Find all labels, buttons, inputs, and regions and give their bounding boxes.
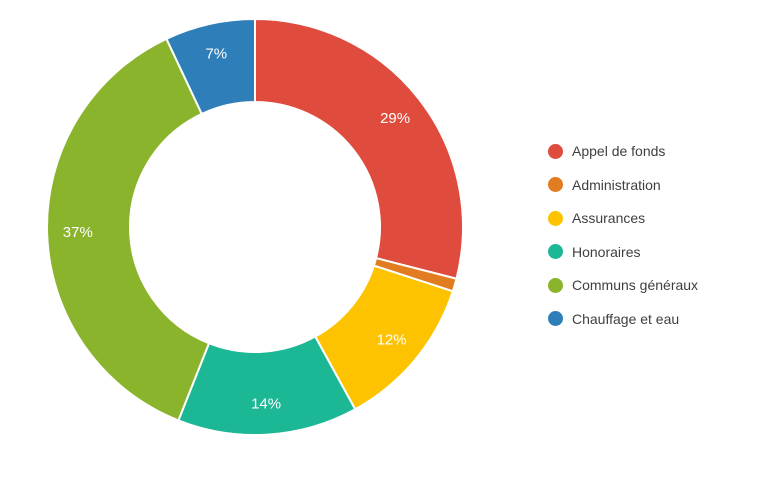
- legend-swatch-icon: [548, 143, 563, 159]
- legend-swatch-icon: [548, 244, 563, 260]
- donut-slice-communs-generaux[interactable]: [46, 37, 210, 422]
- donut-slice-appel-de-fonds[interactable]: [254, 18, 464, 280]
- legend-label: Assurances: [572, 210, 646, 227]
- legend-label: Honoraires: [572, 243, 641, 260]
- legend-label: Chauffage et eau: [572, 310, 680, 327]
- legend-item-honoraires[interactable]: Honoraires: [548, 242, 698, 262]
- legend-swatch-icon: [548, 177, 563, 193]
- legend-swatch-icon: [548, 277, 563, 293]
- legend-item-assurances[interactable]: Assurances: [548, 208, 698, 228]
- legend-item-chauffage-et-eau[interactable]: Chauffage et eau: [548, 309, 698, 329]
- legend-label: Communs généraux: [572, 277, 699, 294]
- donut-slice-chauffage-et-eau[interactable]: [165, 18, 256, 115]
- legend-swatch-icon: [548, 311, 563, 327]
- chart-legend: Appel de fonds Administration Assurances Ho…: [548, 141, 698, 343]
- legend-item-appel-de-fonds[interactable]: Appel de fonds: [548, 141, 698, 161]
- legend-item-administration[interactable]: Administration: [548, 175, 698, 195]
- donut-chart: 29%12%14%37%7%: [46, 18, 464, 436]
- legend-label: Appel de fonds: [572, 143, 666, 159]
- legend-label: Administration: [572, 176, 661, 193]
- legend-swatch-icon: [548, 210, 563, 226]
- legend-item-communs-generaux[interactable]: Communs généraux: [548, 275, 698, 295]
